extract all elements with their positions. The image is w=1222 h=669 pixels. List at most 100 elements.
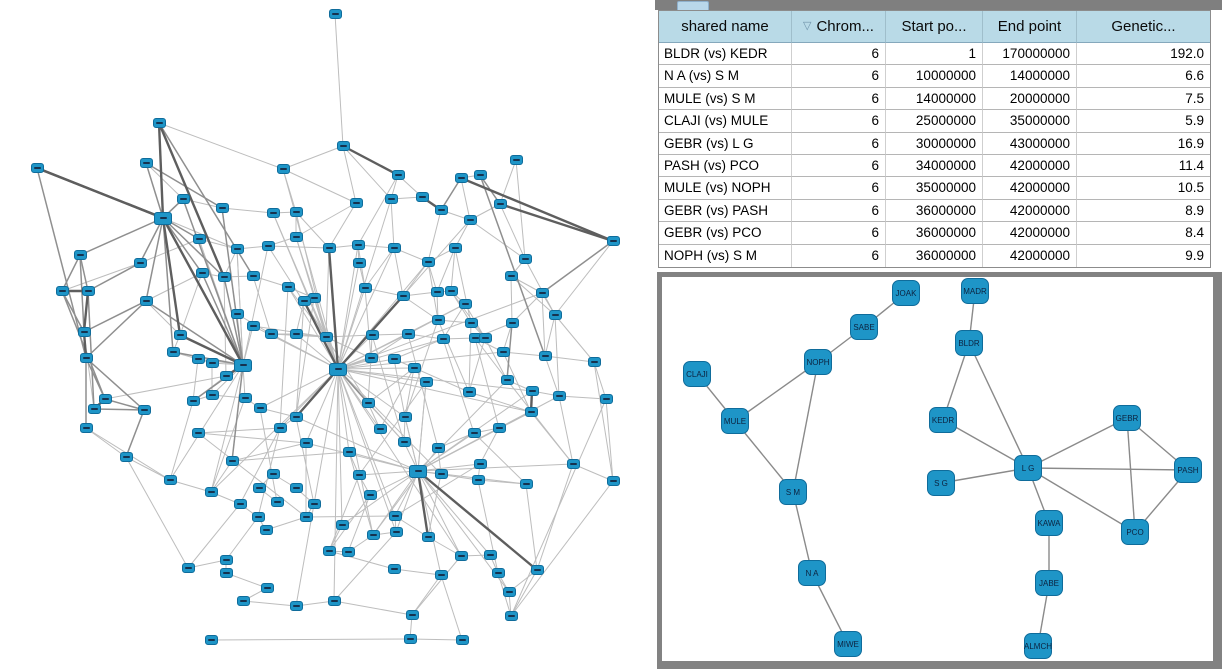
graph-node[interactable] bbox=[289, 483, 303, 493]
graph-node[interactable] bbox=[79, 353, 93, 363]
graph-node[interactable] bbox=[205, 390, 219, 400]
graph-node[interactable] bbox=[606, 476, 620, 486]
graph-node[interactable] bbox=[473, 170, 487, 180]
table-cell[interactable]: 1 bbox=[886, 43, 983, 66]
graph-node[interactable] bbox=[351, 240, 365, 250]
graph-node[interactable] bbox=[260, 583, 274, 593]
graph-node[interactable] bbox=[548, 310, 562, 320]
graph-node[interactable] bbox=[192, 234, 206, 244]
graph-node[interactable] bbox=[261, 241, 275, 251]
graph-node[interactable] bbox=[259, 525, 273, 535]
table-row[interactable]: PASH (vs) PCO 6 34000000 42000000 11.4 bbox=[659, 154, 1210, 178]
graph-node[interactable] bbox=[396, 291, 410, 301]
graph-node[interactable] bbox=[327, 596, 341, 606]
graph-node[interactable] bbox=[421, 532, 435, 542]
graph-node[interactable] bbox=[525, 386, 539, 396]
table-cell[interactable]: 42000000 bbox=[983, 177, 1077, 200]
graph-node[interactable] bbox=[502, 587, 516, 597]
table-cell[interactable]: 7.5 bbox=[1077, 88, 1210, 111]
graph-node[interactable] bbox=[266, 208, 280, 218]
table-row[interactable]: BLDR (vs) KEDR 6 1 170000000 192.0 bbox=[659, 43, 1210, 66]
graph-node[interactable] bbox=[434, 570, 448, 580]
graph-node[interactable] bbox=[139, 296, 153, 306]
table-cell[interactable]: 8.9 bbox=[1077, 200, 1210, 223]
table-cell[interactable]: 25000000 bbox=[886, 110, 983, 133]
table-cell[interactable]: 30000000 bbox=[886, 132, 983, 155]
graph-node[interactable] bbox=[230, 244, 244, 254]
graph-node[interactable] bbox=[329, 362, 347, 376]
graph-node[interactable] bbox=[538, 351, 552, 361]
graph-node[interactable]: MADR bbox=[961, 278, 989, 304]
graph-node[interactable]: KAWA bbox=[1035, 510, 1063, 536]
graph-node[interactable] bbox=[454, 173, 468, 183]
table-cell[interactable]: 36000000 bbox=[886, 199, 983, 223]
table-cell[interactable]: GEBR (vs) L G bbox=[659, 132, 792, 155]
graph-node[interactable] bbox=[448, 243, 462, 253]
graph-node[interactable] bbox=[518, 254, 532, 264]
graph-node[interactable] bbox=[397, 437, 411, 447]
graph-node[interactable]: S M bbox=[779, 479, 807, 505]
column-header[interactable]: shared name bbox=[659, 11, 792, 43]
graph-node[interactable] bbox=[186, 396, 200, 406]
graph-node[interactable]: JABE bbox=[1035, 570, 1063, 596]
table-cell[interactable]: 34000000 bbox=[886, 154, 983, 178]
graph-node[interactable] bbox=[401, 329, 415, 339]
table-tab[interactable] bbox=[677, 1, 709, 10]
graph-node[interactable] bbox=[281, 282, 295, 292]
graph-node[interactable] bbox=[462, 387, 476, 397]
column-header[interactable]: End point bbox=[983, 11, 1077, 43]
graph-node[interactable] bbox=[405, 610, 419, 620]
graph-node[interactable] bbox=[322, 546, 336, 556]
graph-node[interactable] bbox=[137, 405, 151, 415]
graph-node[interactable] bbox=[358, 283, 372, 293]
graph-node[interactable] bbox=[341, 547, 355, 557]
graph-node[interactable] bbox=[403, 634, 417, 644]
table-row[interactable]: GEBR (vs) PCO 6 36000000 42000000 8.4 bbox=[659, 222, 1210, 245]
graph-node[interactable] bbox=[335, 520, 349, 530]
column-header[interactable]: ▽ Chrom... bbox=[792, 11, 886, 43]
graph-node[interactable] bbox=[191, 428, 205, 438]
table-cell[interactable]: 8.4 bbox=[1077, 222, 1210, 245]
graph-node[interactable] bbox=[391, 170, 405, 180]
graph-node[interactable] bbox=[519, 479, 533, 489]
graph-node[interactable] bbox=[233, 499, 247, 509]
graph-node[interactable] bbox=[492, 423, 506, 433]
graph-node[interactable] bbox=[361, 398, 375, 408]
graph-node[interactable] bbox=[264, 329, 278, 339]
graph-node[interactable] bbox=[436, 334, 450, 344]
graph-node[interactable]: MULE bbox=[721, 408, 749, 434]
column-header[interactable]: Genetic... bbox=[1077, 11, 1210, 43]
graph-node[interactable] bbox=[407, 363, 421, 373]
graph-node[interactable]: N A bbox=[798, 560, 826, 586]
graph-node[interactable] bbox=[421, 257, 435, 267]
graph-node[interactable] bbox=[219, 568, 233, 578]
table-cell[interactable]: 36000000 bbox=[886, 222, 983, 245]
graph-node[interactable] bbox=[246, 321, 260, 331]
graph-node[interactable] bbox=[152, 118, 166, 128]
table-cell[interactable]: 6 bbox=[792, 110, 886, 133]
graph-node[interactable] bbox=[535, 288, 549, 298]
table-cell[interactable]: 16.9 bbox=[1077, 133, 1210, 155]
graph-node[interactable] bbox=[191, 354, 205, 364]
table-cell[interactable]: 192.0 bbox=[1077, 43, 1210, 66]
graph-node[interactable] bbox=[455, 635, 469, 645]
graph-node[interactable] bbox=[504, 611, 518, 621]
graph-node[interactable] bbox=[289, 412, 303, 422]
table-cell[interactable]: GEBR (vs) PCO bbox=[659, 222, 792, 245]
graph-node[interactable] bbox=[419, 377, 433, 387]
table-cell[interactable]: 42000000 bbox=[983, 244, 1077, 267]
table-cell[interactable]: 6 bbox=[792, 43, 886, 66]
graph-node[interactable] bbox=[431, 315, 445, 325]
graph-node[interactable] bbox=[387, 354, 401, 364]
graph-node[interactable]: MIWE bbox=[834, 631, 862, 657]
graph-node[interactable] bbox=[491, 568, 505, 578]
graph-node[interactable] bbox=[363, 490, 377, 500]
graph-node[interactable] bbox=[289, 232, 303, 242]
graph-node[interactable] bbox=[434, 469, 448, 479]
column-header[interactable]: Start po... bbox=[886, 11, 983, 43]
graph-node[interactable] bbox=[205, 358, 219, 368]
graph-node[interactable] bbox=[349, 198, 363, 208]
graph-node[interactable] bbox=[273, 423, 287, 433]
graph-node[interactable] bbox=[336, 141, 350, 151]
graph-node[interactable] bbox=[215, 203, 229, 213]
